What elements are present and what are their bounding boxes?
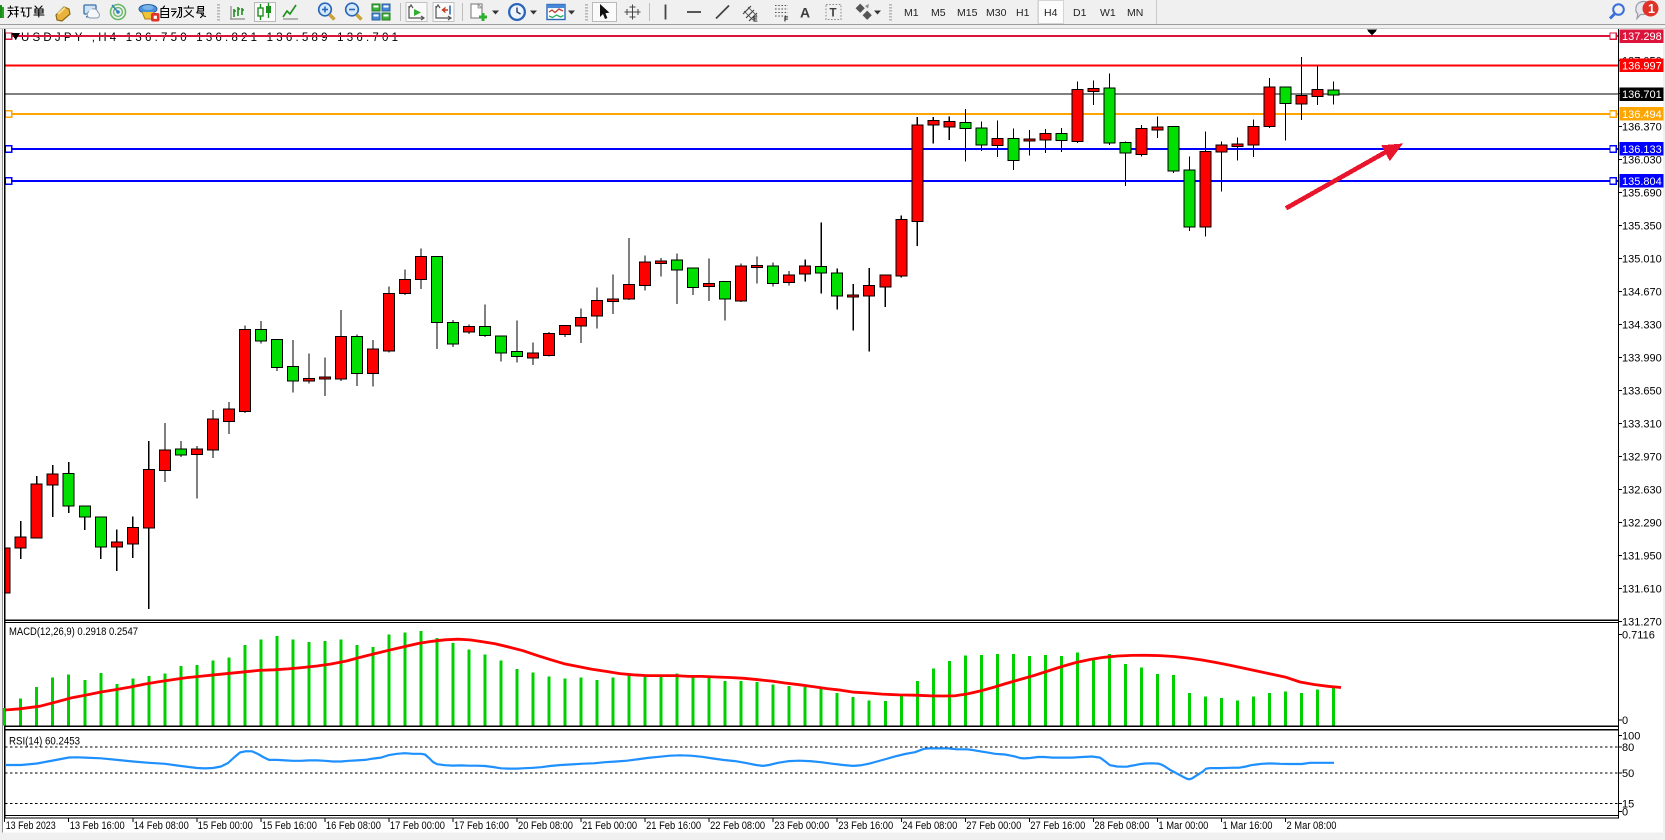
svg-text:H1: H1: [1016, 7, 1030, 19]
svg-text:27 Feb 16:00: 27 Feb 16:00: [1030, 820, 1085, 832]
svg-text:13 Feb 2023: 13 Feb 2023: [6, 820, 56, 832]
svg-text:15 Feb 16:00: 15 Feb 16:00: [262, 820, 317, 832]
svg-text:136.370: 136.370: [1622, 121, 1662, 133]
svg-text:136.494: 136.494: [1622, 109, 1662, 121]
svg-text:134.670: 134.670: [1622, 286, 1662, 298]
svg-text:135.350: 135.350: [1622, 220, 1662, 232]
svg-text:100: 100: [1622, 731, 1640, 743]
svg-text:27 Feb 00:00: 27 Feb 00:00: [966, 820, 1021, 832]
svg-text:132.630: 132.630: [1622, 485, 1662, 497]
svg-text:23 Feb 00:00: 23 Feb 00:00: [774, 820, 829, 832]
svg-text:21 Feb 00:00: 21 Feb 00:00: [582, 820, 637, 832]
svg-text:RSI(14) 60.2453: RSI(14) 60.2453: [9, 736, 80, 748]
svg-text:0: 0: [1622, 715, 1628, 727]
svg-text:15 Feb 00:00: 15 Feb 00:00: [198, 820, 253, 832]
svg-text:22 Feb 08:00: 22 Feb 08:00: [710, 820, 765, 832]
svg-text:132.970: 132.970: [1622, 451, 1662, 463]
svg-text:0.7116: 0.7116: [1622, 629, 1655, 641]
svg-text:132.290: 132.290: [1622, 518, 1662, 530]
svg-text:13 Feb 16:00: 13 Feb 16:00: [70, 820, 125, 832]
svg-text:131.610: 131.610: [1622, 584, 1662, 596]
svg-text:131.950: 131.950: [1622, 551, 1662, 563]
svg-text:133.650: 133.650: [1622, 385, 1662, 397]
svg-text:20 Feb 08:00: 20 Feb 08:00: [518, 820, 573, 832]
svg-text:1: 1: [1648, 2, 1655, 16]
svg-text:W1: W1: [1100, 7, 1116, 19]
svg-text:17 Feb 00:00: 17 Feb 00:00: [390, 820, 445, 832]
svg-text:136.701: 136.701: [1622, 89, 1662, 101]
svg-text:2 Mar 08:00: 2 Mar 08:00: [1287, 820, 1337, 832]
svg-text:21 Feb 16:00: 21 Feb 16:00: [646, 820, 701, 832]
svg-text:133.310: 133.310: [1622, 418, 1662, 430]
svg-text:M15: M15: [957, 7, 978, 19]
svg-text:E: E: [753, 17, 758, 24]
svg-text:17 Feb 16:00: 17 Feb 16:00: [454, 820, 509, 832]
svg-text:136.997: 136.997: [1622, 60, 1662, 72]
svg-text:16 Feb 08:00: 16 Feb 08:00: [326, 820, 381, 832]
svg-text:M30: M30: [986, 7, 1007, 19]
svg-text:135.804: 135.804: [1622, 176, 1662, 188]
svg-text:M1: M1: [904, 7, 919, 19]
svg-text:M5: M5: [931, 7, 946, 19]
svg-text:136.030: 136.030: [1622, 154, 1662, 166]
svg-text:135.010: 135.010: [1622, 253, 1662, 265]
svg-text:1 Mar 16:00: 1 Mar 16:00: [1223, 820, 1273, 832]
svg-text:USDJPY ,H4 136.750 136.821 13: USDJPY ,H4 136.750 136.821 136.589 136.7…: [21, 32, 398, 44]
svg-text:F: F: [784, 17, 789, 24]
svg-text:136.133: 136.133: [1622, 144, 1662, 156]
svg-text:D1: D1: [1073, 7, 1087, 19]
svg-text:133.990: 133.990: [1622, 352, 1662, 364]
svg-text:A: A: [800, 5, 810, 21]
svg-text:23 Feb 16:00: 23 Feb 16:00: [838, 820, 893, 832]
svg-text:134.330: 134.330: [1622, 319, 1662, 331]
svg-text:H4: H4: [1044, 7, 1058, 19]
svg-text:131.270: 131.270: [1622, 616, 1662, 628]
svg-text:14 Feb 08:00: 14 Feb 08:00: [134, 820, 189, 832]
svg-text:137.298: 137.298: [1622, 31, 1662, 43]
svg-text:0: 0: [1622, 806, 1628, 818]
svg-text:135.690: 135.690: [1622, 187, 1662, 199]
svg-text:15: 15: [1622, 798, 1634, 810]
svg-text:24 Feb 08:00: 24 Feb 08:00: [902, 820, 957, 832]
svg-text:MACD(12,26,9) 0.2918 0.2547: MACD(12,26,9) 0.2918 0.2547: [9, 626, 138, 638]
svg-text:50: 50: [1622, 768, 1634, 780]
svg-text:1 Mar 00:00: 1 Mar 00:00: [1158, 820, 1208, 832]
svg-text:80: 80: [1622, 742, 1634, 754]
svg-text:MN: MN: [1127, 7, 1143, 19]
svg-text:T: T: [830, 8, 837, 20]
svg-text:28 Feb 08:00: 28 Feb 08:00: [1094, 820, 1149, 832]
